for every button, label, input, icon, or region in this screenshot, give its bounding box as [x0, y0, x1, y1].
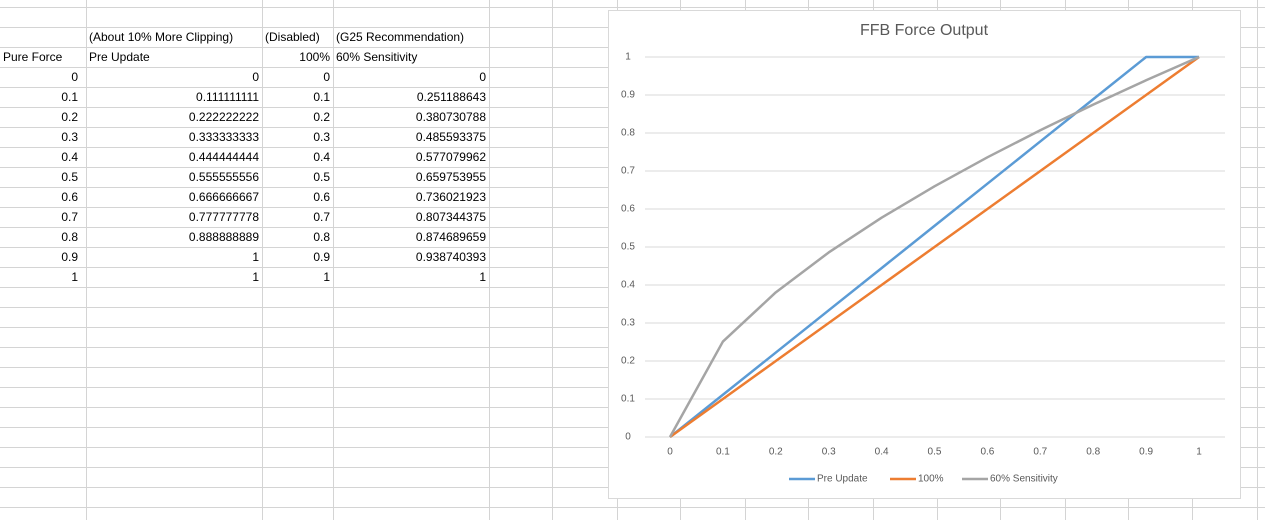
table: (About 10% More Clipping) (Disabled) (G25 … — [3, 30, 486, 284]
y-tick-label: 0.7 — [621, 166, 635, 177]
number-cell: 0.5 — [61, 170, 78, 184]
number-cell: 0.380730788 — [416, 110, 486, 124]
y-tick-label: 0.3 — [621, 318, 635, 329]
number-cell: 0.6 — [61, 190, 78, 204]
number-cell: 0.938740393 — [416, 250, 486, 264]
number-cell: 0.251188643 — [417, 90, 487, 104]
number-cell: 0 — [71, 70, 78, 84]
number-cell: 0.222222222 — [189, 110, 259, 124]
number-cell: 0.8 — [61, 230, 78, 244]
x-tick-label: 0.5 — [928, 447, 942, 458]
number-cell: 0.333333333 — [189, 130, 259, 144]
number-cell: 1 — [252, 250, 259, 264]
number-cell: 0.3 — [313, 130, 330, 144]
number-cell: 0.3 — [61, 130, 78, 144]
chart-title: FFB Force Output — [860, 22, 989, 39]
series-line — [668, 55, 1200, 438]
number-cell: 0.444444444 — [189, 150, 259, 164]
number-cell: 0.9 — [61, 250, 78, 264]
number-cell: 0.666666667 — [189, 190, 259, 204]
series-line — [669, 55, 1199, 438]
number-cell: 0.1 — [313, 90, 330, 104]
number-cell: 0.659753955 — [416, 170, 486, 184]
number-cell: 0.1 — [61, 90, 78, 104]
y-tick-label: 0.8 — [621, 128, 635, 139]
number-cell: 0.888888889 — [189, 230, 259, 244]
x-tick-label: 0.7 — [1033, 447, 1047, 458]
number-cell: 0.7 — [61, 210, 78, 224]
number-cell: 0.4 — [313, 150, 330, 164]
legend-label: 100% — [918, 474, 944, 485]
y-tick-label: 0.9 — [621, 90, 635, 101]
number-cell: 1 — [479, 270, 486, 284]
x-tick-label: 0.4 — [875, 447, 889, 458]
x-tick-label: 0 — [667, 447, 673, 458]
header-cell: 100% — [299, 50, 330, 64]
x-tick-label: 0.8 — [1086, 447, 1100, 458]
number-cell: 0.9 — [313, 250, 330, 264]
number-cell: 0.6 — [313, 190, 330, 204]
y-tick-label: 0 — [625, 432, 631, 443]
number-cell: 0.8 — [313, 230, 330, 244]
number-cell: 0 — [479, 70, 486, 84]
y-tick-label: 0.6 — [621, 204, 635, 215]
x-tick-label: 0.9 — [1139, 447, 1153, 458]
number-cell: 0.777777778 — [189, 210, 259, 224]
x-tick-label: 0.3 — [822, 447, 836, 458]
number-cell: 0 — [252, 70, 259, 84]
note-cell: (About 10% More Clipping) — [89, 30, 233, 44]
number-cell: 0 — [323, 70, 330, 84]
number-cell: 0.7 — [313, 210, 330, 224]
number-cell: 1 — [71, 270, 78, 284]
number-cell: 0.2 — [313, 110, 330, 124]
number-cell: 0.577079962 — [416, 150, 486, 164]
y-tick-label: 0.2 — [621, 356, 635, 367]
number-cell: 0.807344375 — [416, 210, 486, 224]
legend-label: Pre Update — [817, 474, 868, 485]
chart: 0 0.1 0.2 0.3 0.4 0.5 0.6 0.7 0.8 0.9 1 0 0.1 0.2 0.3 0… — [621, 52, 1225, 485]
y-tick-label: 0.5 — [621, 242, 635, 253]
y-tick-label: 0.1 — [621, 394, 635, 405]
number-cell: 0.111111111 — [196, 90, 259, 104]
number-cell: 0.874689659 — [416, 230, 486, 244]
x-tick-label: 0.1 — [716, 447, 730, 458]
header-cell: Pure Force — [3, 50, 63, 64]
number-cell: 0.2 — [61, 110, 78, 124]
number-cell: 0.4 — [61, 150, 78, 164]
number-cell: 0.5 — [313, 170, 330, 184]
y-tick-label: 0.4 — [621, 280, 635, 291]
x-tick-label: 1 — [1196, 447, 1202, 458]
note-cell: (G25 Recommendation) — [336, 30, 464, 44]
legend-label: 60% Sensitivity — [990, 474, 1058, 485]
number-cell: 0.736021923 — [416, 190, 486, 204]
note-cell: (Disabled) — [265, 30, 320, 44]
number-cell: 1 — [252, 270, 259, 284]
header-cell: Pre Update — [89, 50, 150, 64]
y-tick-label: 1 — [625, 52, 631, 63]
number-cell: 0.555555556 — [189, 170, 259, 184]
header-cell: 60% Sensitivity — [336, 50, 417, 64]
number-cell: 0.485593375 — [416, 130, 486, 144]
x-tick-label: 0.2 — [769, 447, 783, 458]
number-cell: 1 — [323, 270, 330, 284]
x-tick-label: 0.6 — [980, 447, 994, 458]
series-line — [669, 55, 1200, 439]
